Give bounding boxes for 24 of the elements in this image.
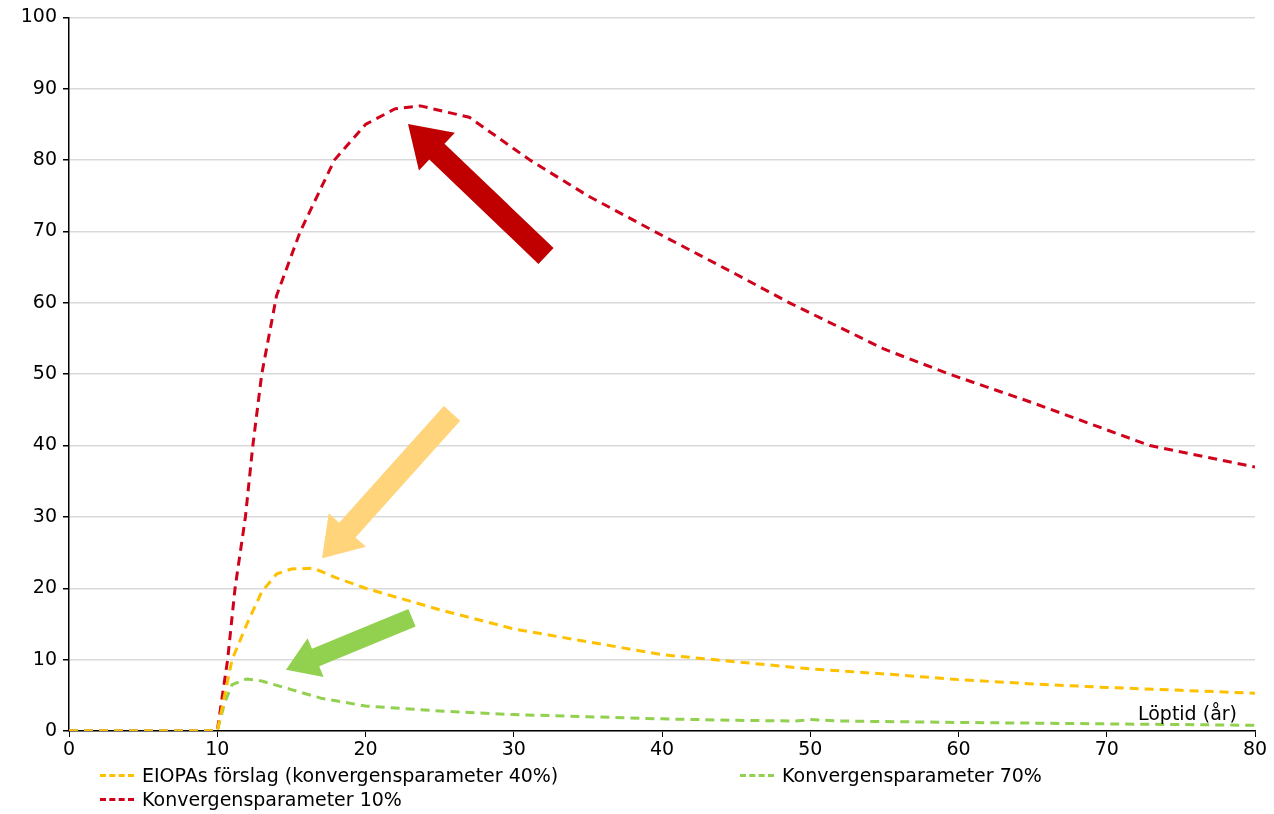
y-tick-label: 100: [20, 4, 57, 27]
y-tick-label: 70: [32, 218, 57, 241]
y-tick-label: 30: [32, 503, 57, 526]
x-tick-label: 30: [501, 737, 526, 760]
x-tick-label: 50: [798, 737, 823, 760]
y-tick-label: 40: [32, 432, 57, 455]
x-tick-label: 10: [205, 737, 230, 760]
y-tick-label: 60: [32, 289, 57, 312]
x-tick-label: 60: [946, 737, 971, 760]
x-axis-title: Löptid (år): [1137, 702, 1237, 725]
legend-label: Konvergensparameter 70%: [782, 764, 1042, 786]
x-tick-label: 40: [649, 737, 675, 760]
x-tick-label: 80: [1242, 737, 1268, 760]
y-tick-label: 10: [32, 646, 57, 669]
y-tick-label: 90: [32, 75, 57, 98]
legend-label: EIOPAs förslag (konvergensparameter 40%): [142, 764, 559, 786]
x-tick-label: 70: [1094, 737, 1119, 760]
y-tick-label: 0: [44, 717, 57, 740]
y-tick-label: 80: [32, 147, 57, 170]
y-tick-label: 50: [32, 361, 57, 384]
x-tick-label: 0: [62, 737, 76, 760]
legend-label: Konvergensparameter 10%: [142, 788, 402, 810]
y-tick-label: 20: [32, 575, 57, 598]
x-tick-label: 20: [353, 737, 378, 760]
